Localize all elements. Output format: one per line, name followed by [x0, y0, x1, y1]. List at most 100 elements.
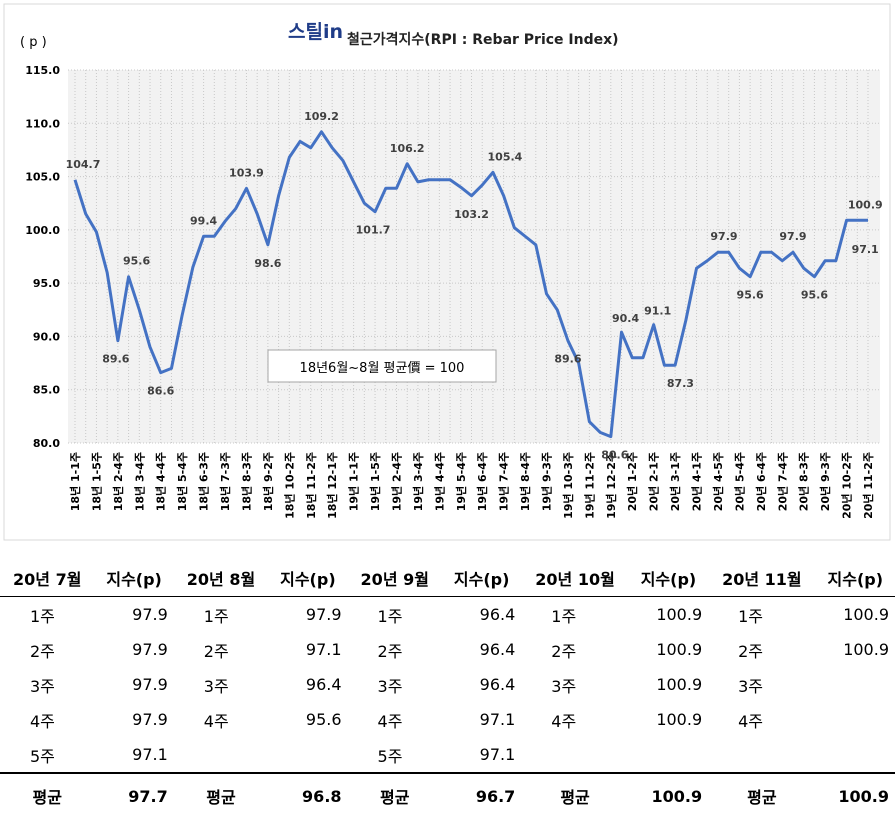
- x-tick-label: 19년 9-3주: [540, 452, 554, 511]
- x-tick-label: 20년 4-5주: [711, 452, 725, 511]
- table-cell: 100.9: [656, 605, 703, 624]
- table-cell: 97.9: [305, 605, 342, 624]
- table-cell: 5주: [30, 746, 55, 766]
- x-tick-label: 19년 7-4주: [497, 452, 511, 511]
- data-label: 80.6: [601, 449, 628, 462]
- table-cell: 100.9: [843, 640, 889, 659]
- table-cell: 3주: [30, 676, 55, 696]
- data-label: 91.1: [644, 305, 671, 318]
- data-label: 95.6: [123, 255, 150, 268]
- data-label: 103.9: [229, 166, 264, 179]
- price-table: 20년 7월 지수(p) 20년 8월 지수(p) 20년 9월 지수(p) 20년 10월…: [0, 560, 895, 818]
- table-cell: 1주: [738, 606, 764, 626]
- table-cell: 96.8: [268, 772, 348, 818]
- table-cell: 1주: [30, 606, 55, 626]
- table-cell: 지수(p): [815, 560, 895, 597]
- table-cell: 1주: [377, 606, 403, 626]
- x-tick-label: 19년 3-4주: [411, 452, 425, 511]
- table-cell: 3주: [551, 676, 577, 696]
- table-cell: 1주: [203, 606, 229, 626]
- y-tick-label: 80.0: [33, 437, 60, 450]
- x-tick-label: 18년 7-3주: [218, 452, 232, 511]
- y-tick-label: 85.0: [33, 384, 60, 397]
- x-tick-label: 20년 2-1주: [647, 452, 661, 511]
- table-cell: 평균: [347, 772, 442, 818]
- table-cell: 100.9: [656, 640, 703, 659]
- data-label: 100.9: [848, 198, 883, 211]
- x-tick-label: 19년 11-2주: [582, 452, 596, 519]
- table-cell: 지수(p): [94, 560, 174, 597]
- line-series: [73, 130, 868, 439]
- x-tick-label: 19년 1-1주: [347, 452, 361, 511]
- x-tick-label: 19년 1-5주: [368, 452, 382, 511]
- table-cell: 2주: [30, 641, 55, 661]
- table-cell: 4주: [30, 711, 55, 731]
- table-cell: 100.9: [628, 772, 709, 818]
- table-cell: 2주: [551, 641, 577, 661]
- table-cell: 100.9: [656, 710, 703, 729]
- x-tick-label: 18년 5-4주: [175, 452, 189, 511]
- table-cell: 20년 8월: [173, 560, 269, 597]
- x-tick-label: 18년 2-4주: [111, 452, 125, 511]
- data-label: 86.6: [147, 385, 174, 398]
- table-cell: 100.9: [843, 605, 889, 624]
- table-cell: [174, 737, 268, 773]
- table-row: 4주 97.9 4주 95.6 4주 97.1 4주 100.9 4주: [0, 702, 895, 737]
- data-label: 106.2: [390, 142, 425, 155]
- data-label: 90.4: [612, 312, 639, 325]
- table-cell: 평균: [173, 772, 269, 818]
- table-cell: 2주: [738, 641, 764, 661]
- table-cell: 지수(p): [628, 560, 709, 597]
- x-tick-label: 20년 5-4주: [732, 452, 746, 511]
- x-tick-label: 18년 12-1주: [325, 452, 339, 519]
- table-cell: 97.1: [479, 710, 516, 729]
- table-cell: 97.9: [132, 675, 168, 694]
- x-tick-label: 20년 3-1주: [668, 452, 682, 511]
- x-tick-label: 19년 6-4주: [475, 452, 489, 511]
- table-cell: [708, 737, 816, 773]
- table-cell: 97.9: [132, 605, 168, 624]
- table-cell: 지수(p): [441, 560, 522, 597]
- x-tick-label: 20년 10-2주: [840, 452, 854, 519]
- table-cell: 5주: [377, 746, 403, 766]
- table-row: 1주 97.9 1주 97.9 1주 96.4 1주 100.9 1주 100.9: [0, 597, 895, 633]
- table-cell: 97.9: [132, 710, 168, 729]
- x-tick-label: 19년 8-4주: [518, 452, 532, 511]
- table-cell: 4주: [551, 711, 577, 731]
- table-cell: 97.1: [479, 745, 516, 764]
- x-tick-label: 18년 6-3주: [197, 452, 211, 511]
- table-cell: 96.7: [441, 772, 522, 818]
- y-tick-label: 100.0: [25, 224, 60, 237]
- data-label: 103.2: [454, 208, 489, 221]
- data-label: 98.6: [254, 257, 281, 270]
- x-tick-label: 18년 11-2주: [304, 452, 318, 519]
- table-cell: 2주: [377, 641, 403, 661]
- data-label: 89.6: [554, 353, 581, 366]
- table-cell: 97.1: [132, 745, 168, 764]
- x-tick-label: 18년 1-5주: [89, 452, 103, 511]
- table-cell: 96.4: [479, 675, 516, 694]
- table-row: 평균 97.7 평균 96.8 평균 96.7 평균 100.9 평균 100.9: [0, 772, 895, 818]
- x-tick-label: 18년 4-4주: [154, 452, 168, 511]
- annotation: 18년6월~8월 평균價 = 100: [300, 361, 465, 376]
- data-label: 97.9: [710, 230, 737, 243]
- table-cell: 100.9: [656, 675, 703, 694]
- x-tick-label: 20년 9-3주: [818, 452, 832, 511]
- table-cell: 20년 9월: [347, 560, 442, 597]
- table-cell: 96.4: [479, 605, 516, 624]
- brand: 스틸in: [288, 21, 343, 43]
- y-tick-label: 110.0: [25, 117, 60, 130]
- data-label: 109.2: [304, 110, 339, 123]
- table-cell: [268, 737, 347, 773]
- x-tick-label: 20년 1-2주: [625, 452, 639, 511]
- table-cell: 20년 11월: [708, 560, 816, 597]
- x-tick-label: 18년 1-1주: [68, 452, 82, 511]
- x-tick-label: 19년 12-2주: [604, 452, 618, 519]
- data-label: 101.7: [356, 224, 391, 237]
- chart: 스틸in 철근가격지수(RPI : Rebar Price Index) ( p…: [3, 3, 891, 541]
- table-cell: 20년 10월: [521, 560, 629, 597]
- table-cell: 3주: [377, 676, 403, 696]
- data-label: 99.4: [190, 214, 217, 227]
- table-cell: 95.6: [305, 710, 342, 729]
- table-cell: 평균: [0, 772, 95, 818]
